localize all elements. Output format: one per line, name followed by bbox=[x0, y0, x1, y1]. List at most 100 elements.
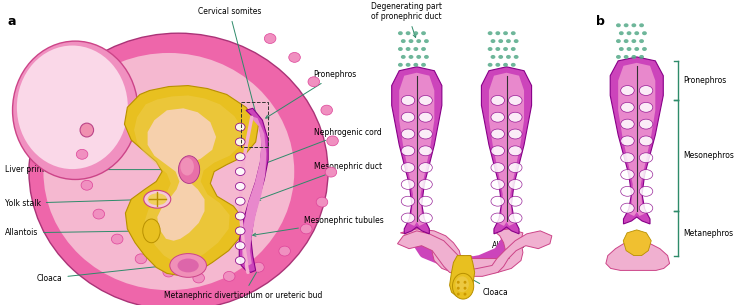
Ellipse shape bbox=[616, 55, 621, 59]
Ellipse shape bbox=[639, 170, 653, 179]
Polygon shape bbox=[399, 73, 434, 226]
Ellipse shape bbox=[639, 186, 653, 196]
Ellipse shape bbox=[452, 273, 474, 299]
Polygon shape bbox=[400, 229, 523, 274]
Ellipse shape bbox=[80, 123, 93, 137]
Ellipse shape bbox=[639, 23, 644, 27]
Ellipse shape bbox=[621, 203, 634, 213]
Ellipse shape bbox=[421, 47, 426, 51]
Ellipse shape bbox=[511, 63, 516, 67]
Ellipse shape bbox=[401, 179, 414, 189]
Ellipse shape bbox=[417, 55, 421, 59]
Ellipse shape bbox=[457, 287, 460, 290]
Text: Degenerating part
of pronephric duct: Degenerating part of pronephric duct bbox=[371, 2, 443, 38]
Ellipse shape bbox=[639, 203, 653, 213]
Text: Mesonephric tubules: Mesonephric tubules bbox=[253, 217, 383, 236]
Ellipse shape bbox=[491, 55, 495, 59]
Ellipse shape bbox=[624, 39, 628, 43]
Ellipse shape bbox=[463, 292, 466, 296]
Ellipse shape bbox=[401, 163, 414, 173]
Text: Metanephric diverticulum or ureteric bud: Metanephric diverticulum or ureteric bud bbox=[164, 269, 323, 300]
Ellipse shape bbox=[235, 138, 245, 146]
Polygon shape bbox=[618, 63, 656, 216]
Ellipse shape bbox=[235, 212, 245, 220]
Ellipse shape bbox=[401, 213, 414, 223]
Ellipse shape bbox=[163, 267, 175, 277]
Ellipse shape bbox=[424, 55, 429, 59]
Ellipse shape bbox=[621, 186, 634, 196]
Ellipse shape bbox=[639, 119, 653, 129]
Ellipse shape bbox=[627, 31, 631, 35]
Polygon shape bbox=[124, 86, 258, 275]
Ellipse shape bbox=[419, 213, 432, 223]
Ellipse shape bbox=[627, 47, 631, 51]
Ellipse shape bbox=[223, 271, 235, 281]
Text: Cloaca: Cloaca bbox=[466, 276, 508, 297]
Ellipse shape bbox=[93, 209, 104, 219]
Ellipse shape bbox=[325, 167, 337, 177]
Ellipse shape bbox=[491, 179, 505, 189]
Ellipse shape bbox=[308, 77, 320, 87]
Text: a: a bbox=[7, 15, 16, 28]
Ellipse shape bbox=[631, 23, 636, 27]
Ellipse shape bbox=[406, 63, 411, 67]
Ellipse shape bbox=[316, 197, 328, 207]
Ellipse shape bbox=[29, 33, 328, 305]
Ellipse shape bbox=[491, 129, 505, 139]
Ellipse shape bbox=[495, 47, 500, 51]
Ellipse shape bbox=[327, 136, 338, 146]
Ellipse shape bbox=[634, 47, 639, 51]
Polygon shape bbox=[147, 108, 216, 241]
Polygon shape bbox=[606, 239, 670, 271]
Ellipse shape bbox=[491, 213, 505, 223]
Ellipse shape bbox=[621, 102, 634, 112]
Ellipse shape bbox=[511, 31, 516, 35]
Ellipse shape bbox=[619, 31, 624, 35]
Polygon shape bbox=[239, 108, 268, 272]
Text: Mesonephros: Mesonephros bbox=[683, 151, 734, 160]
Ellipse shape bbox=[491, 112, 505, 122]
Ellipse shape bbox=[506, 39, 511, 43]
Ellipse shape bbox=[419, 95, 432, 105]
Ellipse shape bbox=[406, 31, 411, 35]
Text: Yolk stalk: Yolk stalk bbox=[5, 198, 150, 208]
Text: Cervical somites: Cervical somites bbox=[198, 7, 261, 120]
Polygon shape bbox=[450, 256, 474, 298]
Ellipse shape bbox=[624, 55, 628, 59]
Ellipse shape bbox=[321, 105, 332, 115]
Ellipse shape bbox=[463, 287, 466, 290]
Ellipse shape bbox=[619, 47, 624, 51]
Ellipse shape bbox=[408, 39, 414, 43]
Ellipse shape bbox=[621, 86, 634, 95]
Text: Metanephros: Metanephros bbox=[683, 229, 733, 238]
Ellipse shape bbox=[621, 153, 634, 163]
Ellipse shape bbox=[621, 170, 634, 179]
Text: b: b bbox=[596, 15, 605, 28]
Ellipse shape bbox=[624, 23, 628, 27]
Ellipse shape bbox=[235, 227, 245, 235]
Ellipse shape bbox=[616, 23, 621, 27]
Ellipse shape bbox=[235, 197, 245, 205]
Ellipse shape bbox=[193, 273, 204, 283]
Ellipse shape bbox=[235, 123, 245, 131]
Ellipse shape bbox=[634, 31, 639, 35]
Ellipse shape bbox=[401, 95, 414, 105]
Ellipse shape bbox=[419, 196, 432, 206]
Ellipse shape bbox=[491, 196, 505, 206]
Ellipse shape bbox=[398, 63, 403, 67]
Ellipse shape bbox=[514, 55, 519, 59]
Ellipse shape bbox=[639, 136, 653, 146]
Text: Mesonephric duct: Mesonephric duct bbox=[258, 162, 382, 200]
Ellipse shape bbox=[488, 31, 493, 35]
Ellipse shape bbox=[457, 292, 460, 296]
Ellipse shape bbox=[408, 55, 414, 59]
Ellipse shape bbox=[147, 193, 167, 205]
Ellipse shape bbox=[642, 31, 647, 35]
Ellipse shape bbox=[511, 47, 516, 51]
Ellipse shape bbox=[419, 129, 432, 139]
Bar bbox=[241, 102, 268, 147]
Ellipse shape bbox=[401, 39, 406, 43]
Ellipse shape bbox=[514, 39, 519, 43]
Ellipse shape bbox=[401, 112, 414, 122]
Ellipse shape bbox=[491, 146, 505, 156]
